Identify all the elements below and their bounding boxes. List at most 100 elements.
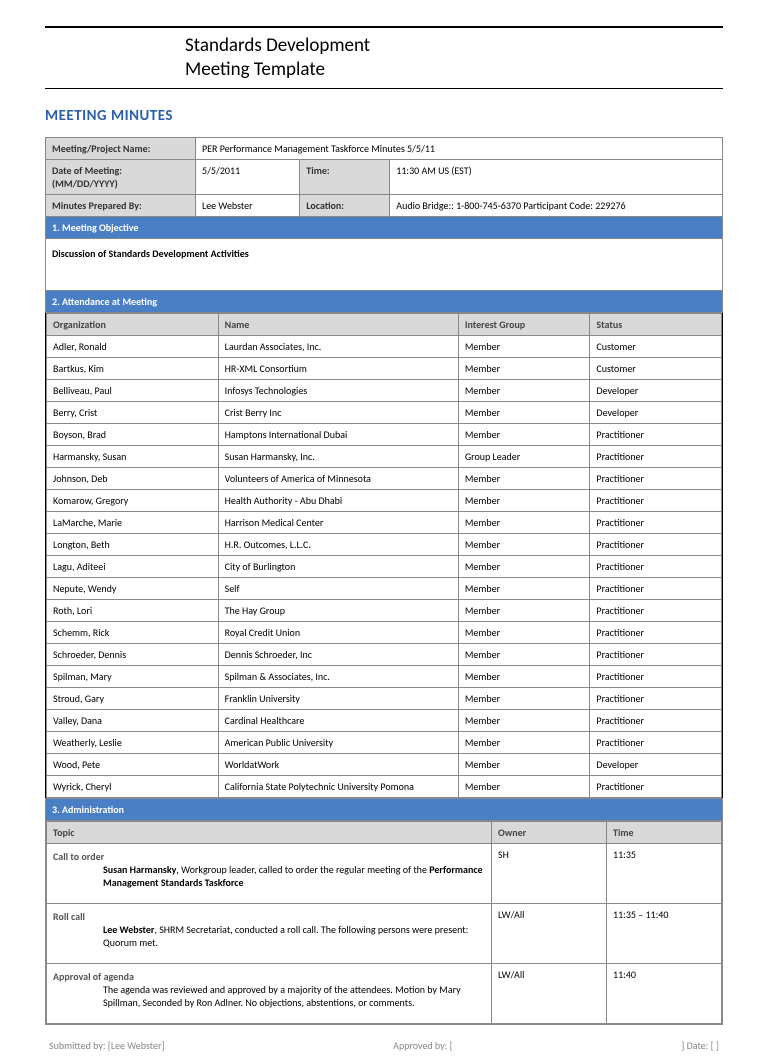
cell-ig: Member [458, 335, 590, 357]
admin-time: 11:40 [607, 963, 722, 1023]
objective-heading-row: 1. Meeting Objective [46, 216, 723, 238]
cell-status: Practitioner [590, 533, 722, 555]
objective-heading: 1. Meeting Objective [46, 216, 723, 238]
col-name: Name [218, 313, 458, 335]
col-time: Time [607, 821, 722, 843]
title-line1: Standards Development [185, 34, 370, 57]
admin-owner: LW/All [492, 963, 607, 1023]
cell-ig: Member [458, 423, 590, 445]
cell-status: Practitioner [590, 775, 722, 797]
admin-desc: Susan Harmansky, Workgroup leader, calle… [53, 863, 485, 889]
cell-org: Belliveau, Paul [47, 379, 219, 401]
cell-org: Adler, Ronald [47, 335, 219, 357]
cell-status: Practitioner [590, 577, 722, 599]
cell-org: Komarow, Gregory [47, 489, 219, 511]
cell-status: Practitioner [590, 731, 722, 753]
table-row: Berry, CristCrist Berry IncMemberDevelop… [47, 401, 722, 423]
footer-submitted: Submitted by: [Lee Webster] [49, 1039, 165, 1052]
cell-org: Stroud, Gary [47, 687, 219, 709]
date-value: 5/5/2011 [196, 159, 300, 194]
cell-status: Practitioner [590, 621, 722, 643]
section-title: MEETING MINUTES [45, 107, 723, 125]
location-label: Location: [300, 194, 390, 216]
admin-body-row: Topic Owner Time Call to orderSusan Harm… [46, 820, 723, 1024]
cell-name: Franklin University [218, 687, 458, 709]
admin-owner: LW/All [492, 903, 607, 963]
cell-name: Crist Berry Inc [218, 401, 458, 423]
cell-ig: Member [458, 665, 590, 687]
cell-name: Dennis Schroeder, Inc [218, 643, 458, 665]
cell-ig: Member [458, 753, 590, 775]
cell-ig: Member [458, 731, 590, 753]
cell-org: Roth, Lori [47, 599, 219, 621]
col-status: Status [590, 313, 722, 335]
cell-org: Wyrick, Cheryl [47, 775, 219, 797]
cell-status: Practitioner [590, 643, 722, 665]
table-row: Komarow, GregoryHealth Authority - Abu D… [47, 489, 722, 511]
cell-org: Bartkus, Kim [47, 357, 219, 379]
table-row: Roth, LoriThe Hay GroupMemberPractitione… [47, 599, 722, 621]
cell-name: Laurdan Associates, Inc. [218, 335, 458, 357]
cell-status: Practitioner [590, 467, 722, 489]
cell-status: Customer [590, 335, 722, 357]
cell-org: Schemm, Rick [47, 621, 219, 643]
cell-name: American Public University [218, 731, 458, 753]
admin-topic-cell: Roll callLee Webster, SHRM Secretariat, … [47, 903, 492, 963]
cell-name: The Hay Group [218, 599, 458, 621]
cell-name: Harrison Medical Center [218, 511, 458, 533]
cell-status: Practitioner [590, 687, 722, 709]
cell-name: Hamptons International Dubai [218, 423, 458, 445]
table-row: Longton, BethH.R. Outcomes, L.L.C.Member… [47, 533, 722, 555]
table-row: Spilman, MarySpilman & Associates, Inc.M… [47, 665, 722, 687]
cell-org: Johnson, Deb [47, 467, 219, 489]
admin-time: 11:35 [607, 843, 722, 903]
admin-topic-cell: Call to orderSusan Harmansky, Workgroup … [47, 843, 492, 903]
cell-ig: Member [458, 511, 590, 533]
cell-status: Customer [590, 357, 722, 379]
top-rule [45, 26, 723, 28]
table-row: Adler, RonaldLaurdan Associates, Inc.Mem… [47, 335, 722, 357]
admin-owner: SH [492, 843, 607, 903]
col-owner: Owner [492, 821, 607, 843]
cell-name: Spilman & Associates, Inc. [218, 665, 458, 687]
table-row: Wood, PeteWorldatWorkMemberDeveloper [47, 753, 722, 775]
col-ig: Interest Group [458, 313, 590, 335]
attendance-subheader: Organization Name Interest Group Status … [46, 312, 723, 798]
cell-org: Harmansky, Susan [47, 445, 219, 467]
time-label: Time: [300, 159, 390, 194]
cell-ig: Member [458, 489, 590, 511]
table-row: Boyson, BradHamptons International Dubai… [47, 423, 722, 445]
admin-row: Approval of agendaThe agenda was reviewe… [47, 963, 722, 1023]
cell-ig: Member [458, 643, 590, 665]
cell-org: Boyson, Brad [47, 423, 219, 445]
cell-name: HR-XML Consortium [218, 357, 458, 379]
table-row: Wyrick, CherylCalifornia State Polytechn… [47, 775, 722, 797]
prepared-value: Lee Webster [196, 194, 300, 216]
objective-text-row: Discussion of Standards Development Acti… [46, 238, 723, 290]
cell-ig: Member [458, 357, 590, 379]
cell-ig: Group Leader [458, 445, 590, 467]
col-org: Organization [47, 313, 219, 335]
admin-time: 11:35 – 11:40 [607, 903, 722, 963]
table-row: LaMarche, MarieHarrison Medical CenterMe… [47, 511, 722, 533]
cell-name: Royal Credit Union [218, 621, 458, 643]
cell-name: WorldatWork [218, 753, 458, 775]
cell-org: Lagu, Aditeei [47, 555, 219, 577]
info-row-prepared: Minutes Prepared By: Lee Webster Locatio… [46, 194, 723, 216]
cell-ig: Member [458, 621, 590, 643]
table-row: Nepute, WendySelfMemberPractitioner [47, 577, 722, 599]
admin-topic-cell: Approval of agendaThe agenda was reviewe… [47, 963, 492, 1023]
cell-org: Wood, Pete [47, 753, 219, 775]
footer-approved: Approved by: [ [393, 1039, 453, 1052]
cell-name: California State Polytechnic University … [218, 775, 458, 797]
admin-topic: Roll call [53, 910, 85, 923]
cell-status: Developer [590, 401, 722, 423]
title-line2: Meeting Template [185, 58, 325, 81]
admin-topic: Call to order [53, 850, 104, 863]
cell-status: Practitioner [590, 665, 722, 687]
cell-status: Practitioner [590, 709, 722, 731]
admin-row: Call to orderSusan Harmansky, Workgroup … [47, 843, 722, 903]
cell-org: Schroeder, Dennis [47, 643, 219, 665]
col-topic: Topic [47, 821, 492, 843]
admin-inner-table: Topic Owner Time Call to orderSusan Harm… [46, 821, 722, 1024]
